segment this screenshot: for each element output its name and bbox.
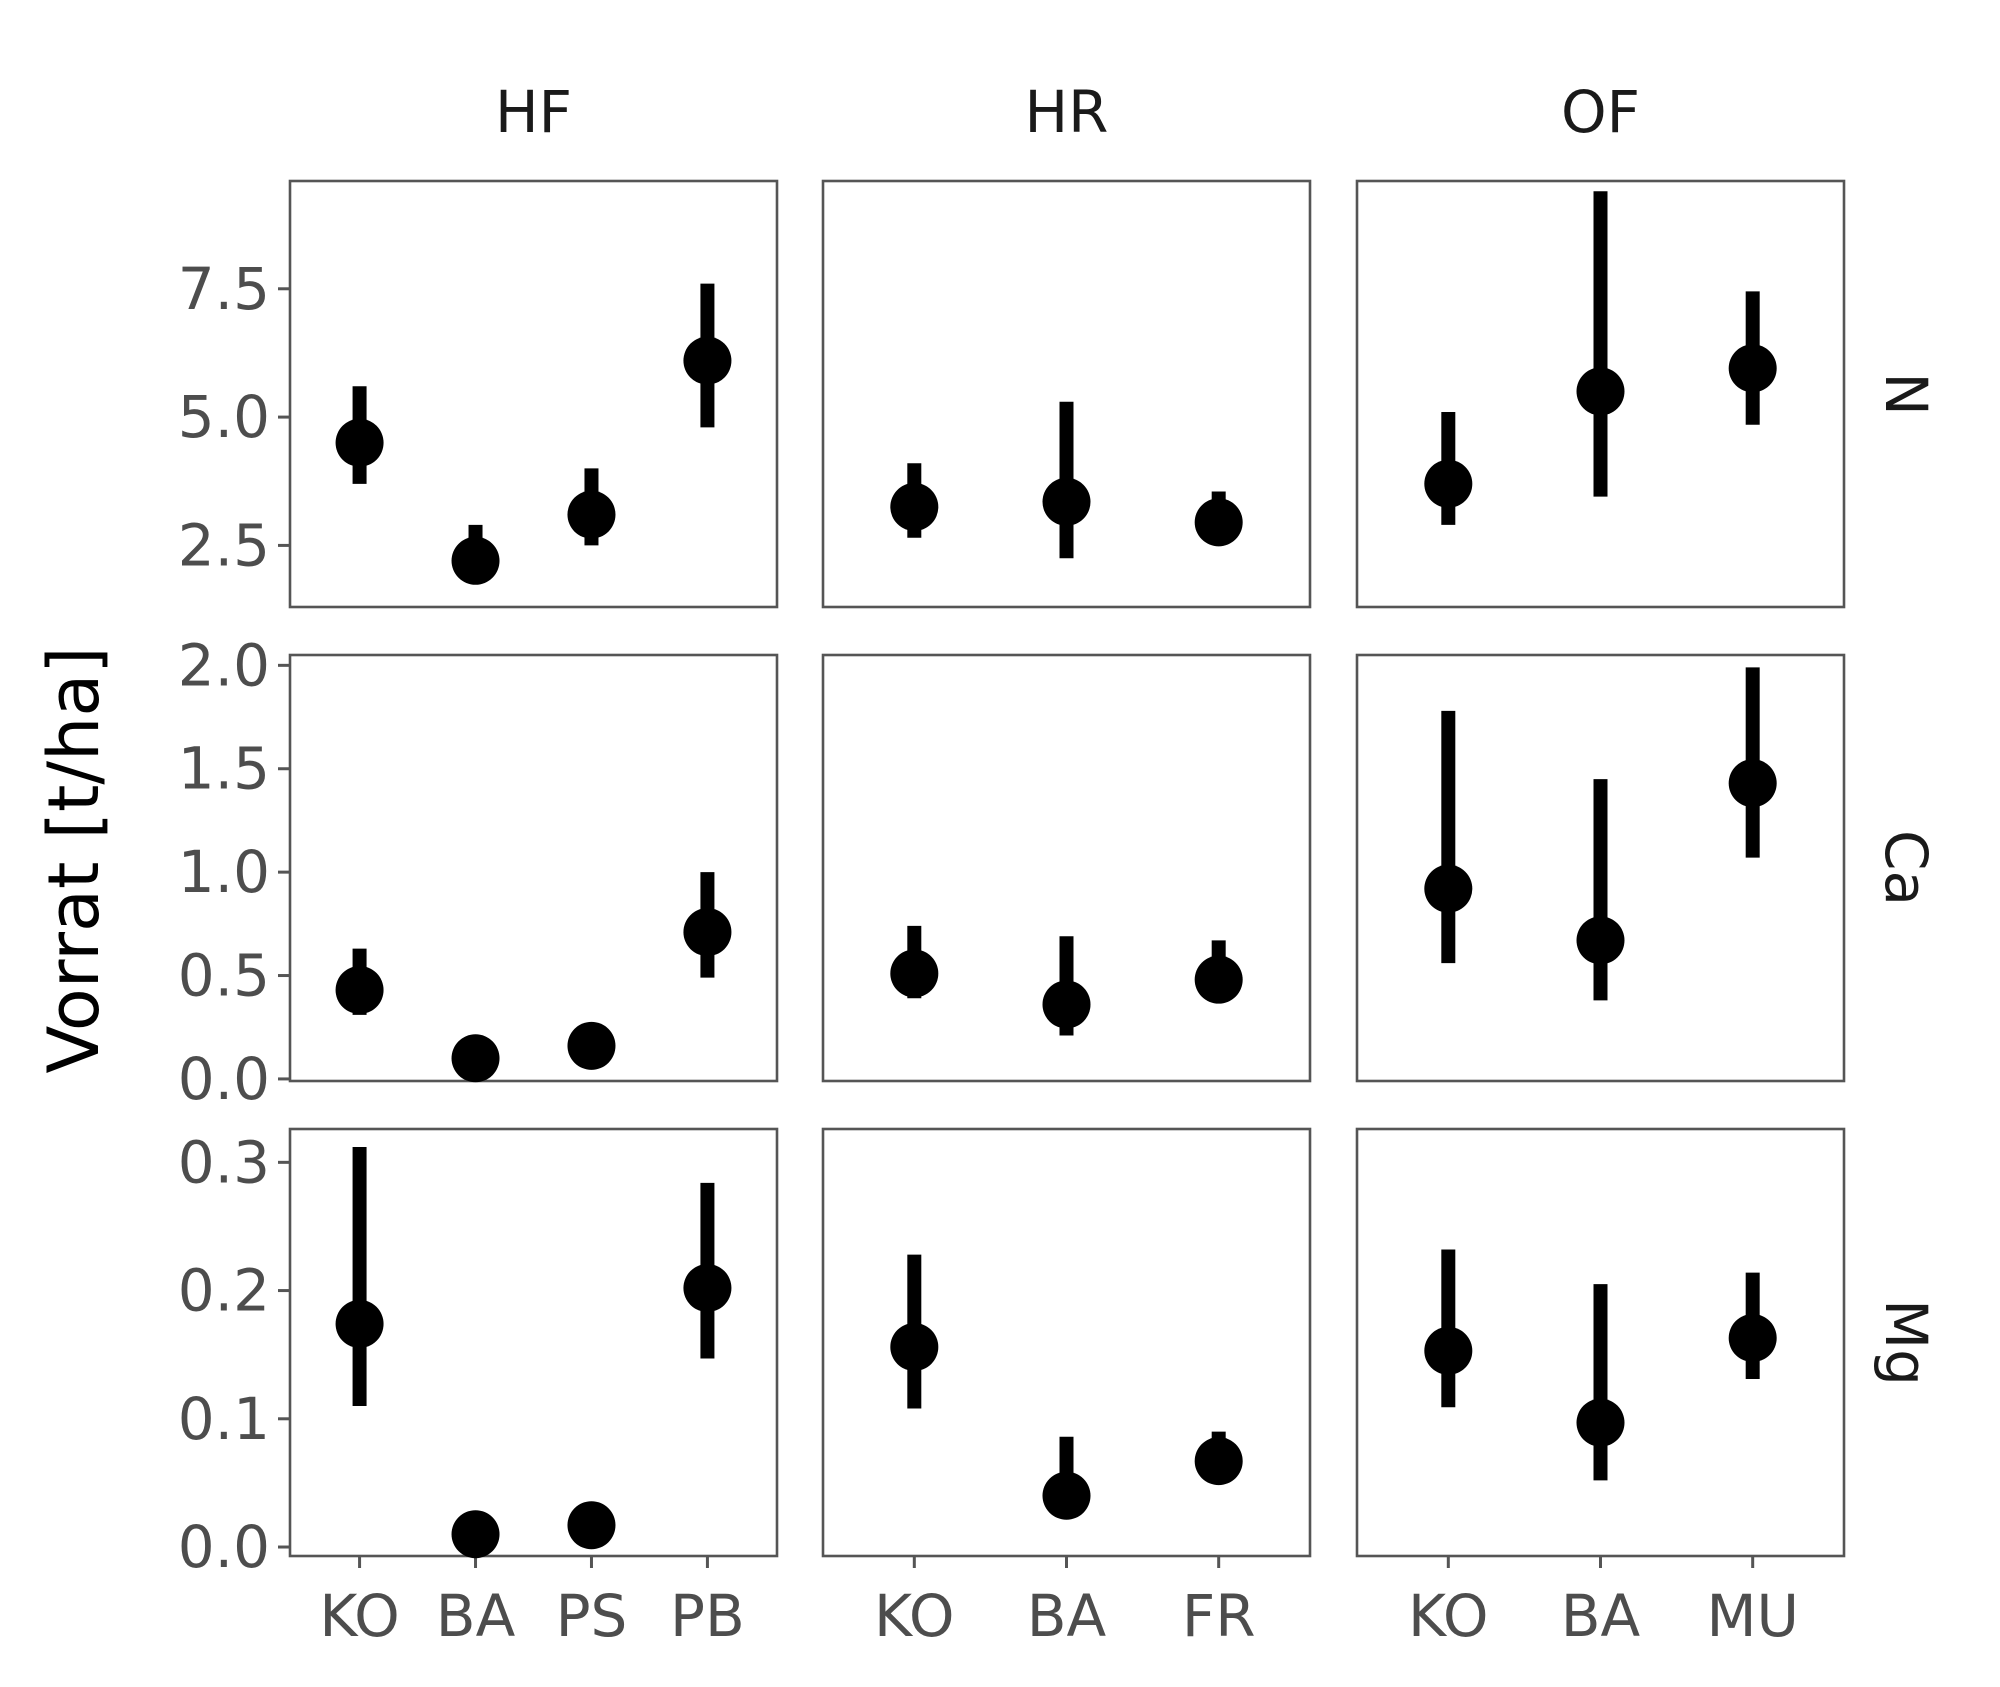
data-point (1194, 498, 1243, 547)
facet-column-label: HF (495, 78, 572, 146)
data-point (1576, 367, 1625, 416)
x-tick-label: KO (319, 1582, 400, 1650)
y-tick-label: 1.0 (178, 838, 270, 906)
data-point (567, 1501, 616, 1550)
facet-column-label: HR (1025, 78, 1109, 146)
y-tick-label: 1.5 (178, 735, 270, 803)
x-tick-label: KO (874, 1582, 955, 1650)
panel-frame (1355, 179, 1846, 609)
data-point (567, 490, 616, 539)
panels-layer: HF HR OF N Ca Mg 2.5 5.0 7.5 0.0 0.5 1.0 1.5 2.0 0.0 0.… (178, 78, 1940, 1650)
data-point (1194, 955, 1243, 1004)
panel-frame (288, 1127, 779, 1558)
y-tick-label: 2.0 (178, 631, 270, 699)
data-point (683, 1264, 732, 1313)
data-point (1576, 1398, 1625, 1447)
data-point (1042, 980, 1091, 1029)
y-tick-label: 0.0 (178, 1513, 270, 1581)
x-tick-label: BA (436, 1582, 516, 1650)
data-point (1042, 1471, 1091, 1520)
data-point (1042, 477, 1091, 526)
y-tick-label: 0.3 (178, 1128, 270, 1196)
data-point (451, 536, 500, 585)
data-point (683, 908, 732, 957)
data-point (1424, 864, 1473, 913)
data-point (1194, 1437, 1243, 1486)
panel-frame (821, 653, 1312, 1083)
data-point (890, 482, 939, 531)
data-point (1576, 916, 1625, 965)
x-tick-label: BA (1561, 1582, 1641, 1650)
data-point (567, 1021, 616, 1070)
x-tick-label: PB (670, 1582, 745, 1650)
data-point (1728, 1314, 1777, 1363)
y-tick-label: 0.5 (178, 942, 270, 1010)
y-tick-label: 5.0 (178, 383, 270, 451)
y-tick-label: 2.5 (178, 511, 270, 579)
data-point (890, 1322, 939, 1371)
facet-column-label: OF (1561, 78, 1640, 146)
data-point (1424, 1326, 1473, 1375)
data-point (890, 949, 939, 998)
data-point (1424, 459, 1473, 508)
x-tick-label: KO (1408, 1582, 1489, 1650)
facet-row-label: Ca (1872, 830, 1940, 906)
panel-frame (821, 179, 1312, 609)
data-point (335, 966, 384, 1015)
x-tick-label: PS (556, 1582, 628, 1650)
y-axis-title: Vorrat [t/ha] (33, 646, 115, 1073)
x-tick-label: FR (1182, 1582, 1256, 1650)
data-point (451, 1034, 500, 1083)
data-point (335, 418, 384, 467)
y-tick-label: 0.2 (178, 1257, 270, 1325)
panel-frame (288, 179, 779, 609)
panel-frame (1355, 653, 1846, 1083)
data-point (335, 1299, 384, 1348)
y-tick-label: 0.1 (178, 1385, 270, 1453)
facet-row-label: Mg (1872, 1299, 1940, 1386)
x-tick-label: MU (1706, 1582, 1799, 1650)
facet-row-label: N (1872, 372, 1940, 415)
y-tick-label: 0.0 (178, 1045, 270, 1113)
data-point (1728, 344, 1777, 393)
data-point (1728, 759, 1777, 808)
data-point (683, 336, 732, 385)
panel-frame (288, 653, 779, 1083)
y-tick-label: 7.5 (178, 255, 270, 323)
data-point (451, 1510, 500, 1559)
x-tick-label: BA (1027, 1582, 1107, 1650)
